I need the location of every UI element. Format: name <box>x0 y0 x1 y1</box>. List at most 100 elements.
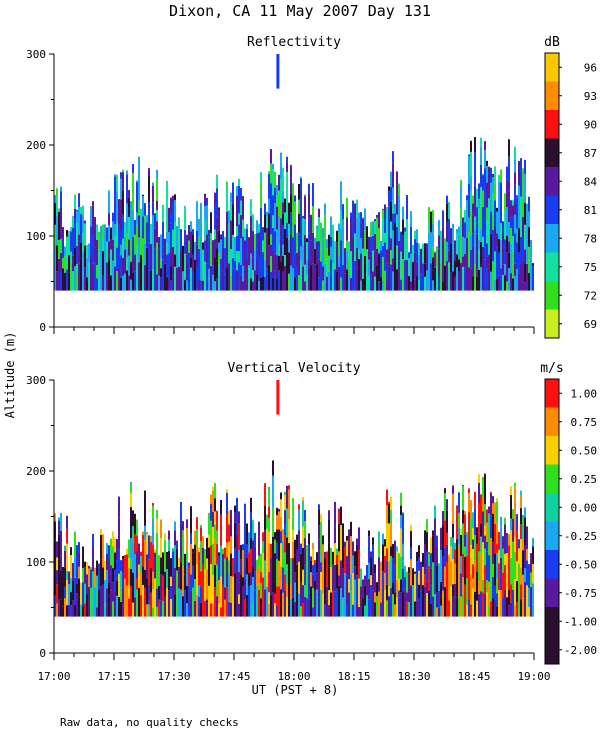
echo-cell <box>104 602 106 617</box>
echo-cell <box>78 578 80 597</box>
echo-cell <box>438 220 440 222</box>
echo-cell <box>108 582 110 596</box>
echo-cell <box>240 544 242 560</box>
echo-cell <box>112 531 114 547</box>
echo-cell <box>200 586 202 603</box>
echo-cell <box>196 267 198 291</box>
echo-cell <box>166 587 168 617</box>
echo-cell <box>470 190 472 211</box>
echo-cell <box>158 275 160 291</box>
echo-cell <box>126 585 128 600</box>
echo-cell <box>464 584 466 604</box>
echo-cell <box>332 263 334 291</box>
echo-cell <box>384 555 386 574</box>
echo-cell <box>298 504 300 510</box>
echo-cell <box>228 210 230 224</box>
echo-cell <box>282 213 284 226</box>
echo-cell <box>446 241 448 262</box>
echo-cell <box>504 211 506 240</box>
echo-cell <box>202 547 204 565</box>
echo-cell <box>346 240 348 252</box>
echo-cell <box>330 259 332 291</box>
echo-cell <box>126 599 128 617</box>
echo-cell <box>210 564 212 586</box>
echo-cell <box>258 555 260 567</box>
echo-cell <box>338 267 340 291</box>
echo-cell <box>246 259 248 291</box>
echo-cell <box>362 579 364 599</box>
echo-cell <box>424 263 426 277</box>
colorbar-swatch <box>545 550 559 579</box>
echo-cell <box>188 224 190 241</box>
echo-cell <box>494 553 496 566</box>
echo-cell <box>156 242 158 275</box>
echo-cell <box>340 277 342 291</box>
echo-cell <box>80 242 82 259</box>
echo-cell <box>206 558 208 570</box>
echo-cell <box>230 576 232 603</box>
echo-cell <box>508 252 510 269</box>
echo-cell <box>240 214 242 239</box>
echo-cell <box>368 530 370 537</box>
echo-cell <box>152 544 154 572</box>
echo-cell <box>316 572 318 590</box>
echo-cell <box>474 591 476 617</box>
echo-cell <box>122 573 124 588</box>
echo-cell <box>308 533 310 545</box>
echo-cell <box>446 221 448 242</box>
echo-cell <box>270 595 272 617</box>
echo-cell <box>518 206 520 229</box>
echo-cell <box>486 166 488 183</box>
echo-cell <box>180 562 182 590</box>
echo-cell <box>190 221 192 232</box>
echo-cell <box>318 504 320 510</box>
echo-cell <box>470 176 472 191</box>
echo-cell <box>508 268 510 291</box>
echo-cell <box>510 557 512 573</box>
echo-cell <box>202 259 204 281</box>
echo-cell <box>358 578 360 607</box>
echo-cell <box>100 534 102 560</box>
echo-cell <box>498 238 500 253</box>
echo-cell <box>442 524 444 556</box>
echo-cell <box>406 249 408 260</box>
echo-cell <box>406 219 408 250</box>
echo-cell <box>348 241 350 260</box>
echo-cell <box>340 181 342 211</box>
echo-cell <box>122 555 124 559</box>
echo-cell <box>444 238 446 266</box>
echo-cell <box>288 252 290 274</box>
echo-cell <box>320 248 322 262</box>
echo-cell <box>438 221 440 236</box>
echo-cell <box>144 525 146 540</box>
echo-cell <box>260 182 262 208</box>
echo-cell <box>312 548 314 565</box>
echo-cell <box>176 590 178 617</box>
echo-cell <box>164 540 166 572</box>
echo-cell <box>388 586 390 597</box>
echo-cell <box>284 255 286 267</box>
echo-cell <box>454 240 456 261</box>
echo-cell <box>432 562 434 587</box>
echo-cell <box>298 275 300 291</box>
echo-cell <box>68 231 70 255</box>
echo-cell <box>490 182 492 212</box>
echo-cell <box>514 172 516 185</box>
echo-cell <box>280 499 282 517</box>
echo-cell <box>124 593 126 617</box>
echo-cell <box>404 231 406 260</box>
echo-cell <box>484 247 486 260</box>
echo-cell <box>490 257 492 272</box>
echo-cell <box>154 248 156 262</box>
echo-cell <box>340 240 342 263</box>
echo-cell <box>312 232 314 264</box>
echo-cell <box>458 271 460 291</box>
echo-cell <box>210 265 212 291</box>
echo-cell <box>210 520 212 546</box>
echo-cell <box>284 491 286 496</box>
echo-cell <box>326 259 328 277</box>
echo-cell <box>312 574 314 588</box>
echo-cell <box>142 535 144 567</box>
echo-cell <box>132 602 134 617</box>
echo-cell <box>364 230 366 246</box>
